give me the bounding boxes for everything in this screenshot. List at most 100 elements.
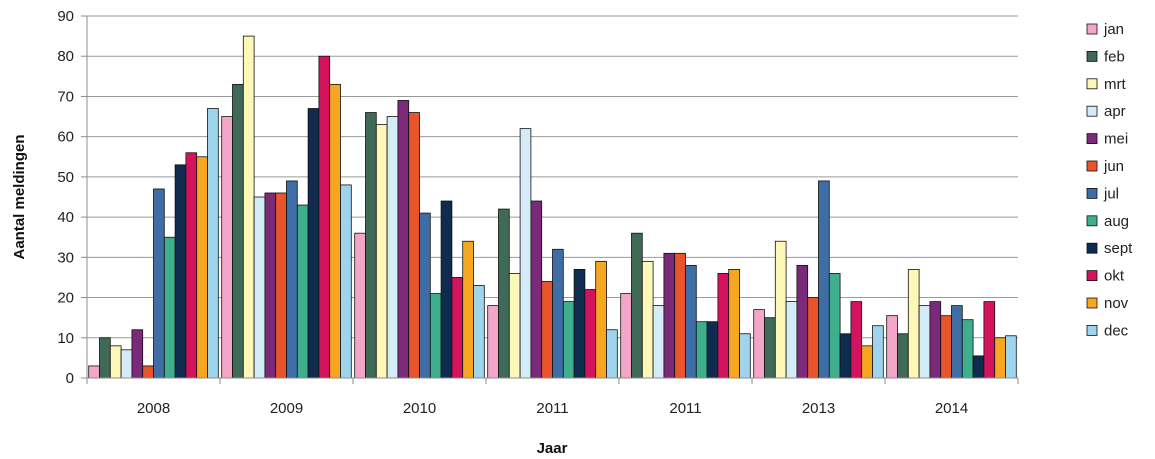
y-tick-label: 40 [57, 209, 74, 226]
legend-label-jun: jun [1103, 158, 1124, 175]
bar-okt-2014 [983, 301, 996, 379]
bar-aug-2011 [695, 321, 708, 379]
bar-feb-2010 [365, 112, 377, 379]
bar-feb-2011 [631, 232, 643, 379]
bar-mrt-2009 [242, 35, 255, 379]
y-tick-label: 10 [57, 330, 74, 347]
bar-nov-2014 [994, 337, 1006, 379]
bar-okt-2010 [451, 277, 464, 379]
bar-nov-2010 [462, 240, 474, 379]
bar-nov-2011 [728, 268, 740, 379]
x-tick-label: 2011 [536, 400, 568, 417]
bar-nov-2011 [595, 260, 607, 379]
bar-apr-2013 [785, 301, 798, 379]
bar-apr-2011 [519, 128, 532, 379]
bar-mrt-2013 [774, 240, 787, 379]
legend-swatch-jun [1086, 160, 1098, 172]
bar-okt-2013 [850, 301, 863, 379]
bar-feb-2013 [764, 317, 776, 379]
legend-swatch-mrt [1086, 78, 1098, 90]
bar-apr-2011 [652, 305, 665, 379]
bar-mei-2014 [929, 301, 942, 379]
y-axis-title: Aantal meldingen [11, 134, 28, 259]
legend-label-nov: nov [1104, 295, 1129, 312]
bar-jun-2013 [807, 297, 819, 379]
bar-okt-2011 [717, 273, 730, 379]
y-tick-label: 50 [57, 169, 74, 186]
y-tick-label: 30 [57, 249, 74, 266]
x-tick-label: 2010 [403, 400, 436, 417]
y-tick-label: 90 [57, 8, 74, 25]
legend-label-jan: jan [1103, 21, 1124, 38]
bar-nov-2008 [196, 156, 208, 379]
bar-jul-2014 [951, 305, 963, 379]
legend: jan feb mrt apr mei jun jul aug sept okt nov dec [1086, 21, 1133, 339]
bar-jun-2011 [541, 281, 553, 379]
bar-okt-2011 [584, 289, 597, 379]
legend-label-sept: sept [1104, 240, 1133, 257]
bar-feb-2009 [232, 83, 244, 379]
x-tick-label: 2009 [270, 400, 303, 417]
x-tick-label: 2011 [669, 400, 701, 417]
bar-mei-2008 [131, 329, 144, 379]
bar-dec-2009 [340, 184, 352, 379]
bar-dec-2011 [606, 329, 618, 379]
bar-aug-2008 [163, 236, 176, 379]
bar-sept-2011 [573, 268, 586, 379]
bar-sept-2013 [839, 333, 852, 379]
bar-apr-2014 [918, 305, 931, 379]
bar-nov-2009 [329, 83, 341, 379]
bar-dec-2013 [872, 325, 884, 379]
legend-swatch-dec [1086, 324, 1098, 336]
legend-swatch-sept [1086, 242, 1098, 254]
bar-sept-2011 [706, 321, 719, 379]
bar-mrt-2008 [109, 345, 122, 379]
bar-dec-2011 [739, 333, 751, 379]
bar-jan-2014 [886, 315, 898, 379]
bar-jul-2011 [685, 264, 697, 379]
bar-mei-2009 [264, 192, 277, 379]
legend-swatch-nov [1086, 297, 1098, 309]
legend-label-okt: okt [1104, 268, 1125, 285]
legend-swatch-feb [1086, 51, 1098, 62]
bar-sept-2009 [307, 108, 320, 379]
bar-jun-2011 [674, 252, 686, 379]
bar-mei-2011 [663, 252, 676, 379]
bar-aug-2013 [828, 273, 841, 379]
y-tick-label: 20 [57, 290, 74, 307]
bar-apr-2008 [120, 349, 133, 379]
legend-label-mei: mei [1104, 131, 1128, 148]
x-tick-label: 2013 [802, 400, 835, 417]
x-tick-label: 2014 [935, 400, 968, 417]
legend-swatch-aug [1086, 215, 1098, 227]
bar-dec-2010 [473, 285, 485, 379]
legend-label-feb: feb [1104, 48, 1125, 65]
legend-label-dec: dec [1104, 322, 1129, 339]
legend-swatch-jul [1086, 187, 1098, 199]
bar-mrt-2010 [375, 124, 388, 379]
y-tick-labels: 0 10 20 30 40 50 60 70 80 90 [57, 8, 74, 387]
bar-jul-2013 [818, 180, 830, 379]
bar-aug-2009 [296, 204, 309, 379]
bar-nov-2013 [861, 345, 873, 379]
bar-jun-2008 [142, 365, 154, 379]
bar-mei-2010 [397, 100, 410, 379]
bar-jan-2009 [221, 116, 233, 379]
bar-jan-2008 [88, 365, 100, 379]
legend-label-apr: apr [1104, 103, 1126, 120]
legend-label-jul: jul [1103, 185, 1119, 202]
y-tick-label: 70 [57, 88, 74, 105]
bar-sept-2014 [972, 355, 985, 379]
bar-jul-2011 [552, 248, 564, 379]
bar-jun-2009 [275, 192, 287, 379]
y-tick-label: 60 [57, 129, 74, 146]
bar-jan-2011 [487, 305, 499, 379]
bar-jun-2010 [408, 112, 420, 379]
bar-jan-2013 [753, 309, 765, 379]
bar-okt-2009 [318, 55, 331, 379]
bar-jan-2010 [354, 232, 366, 379]
legend-label-mrt: mrt [1104, 76, 1126, 93]
bar-dec-2014 [1005, 335, 1017, 379]
bar-aug-2010 [429, 293, 442, 379]
